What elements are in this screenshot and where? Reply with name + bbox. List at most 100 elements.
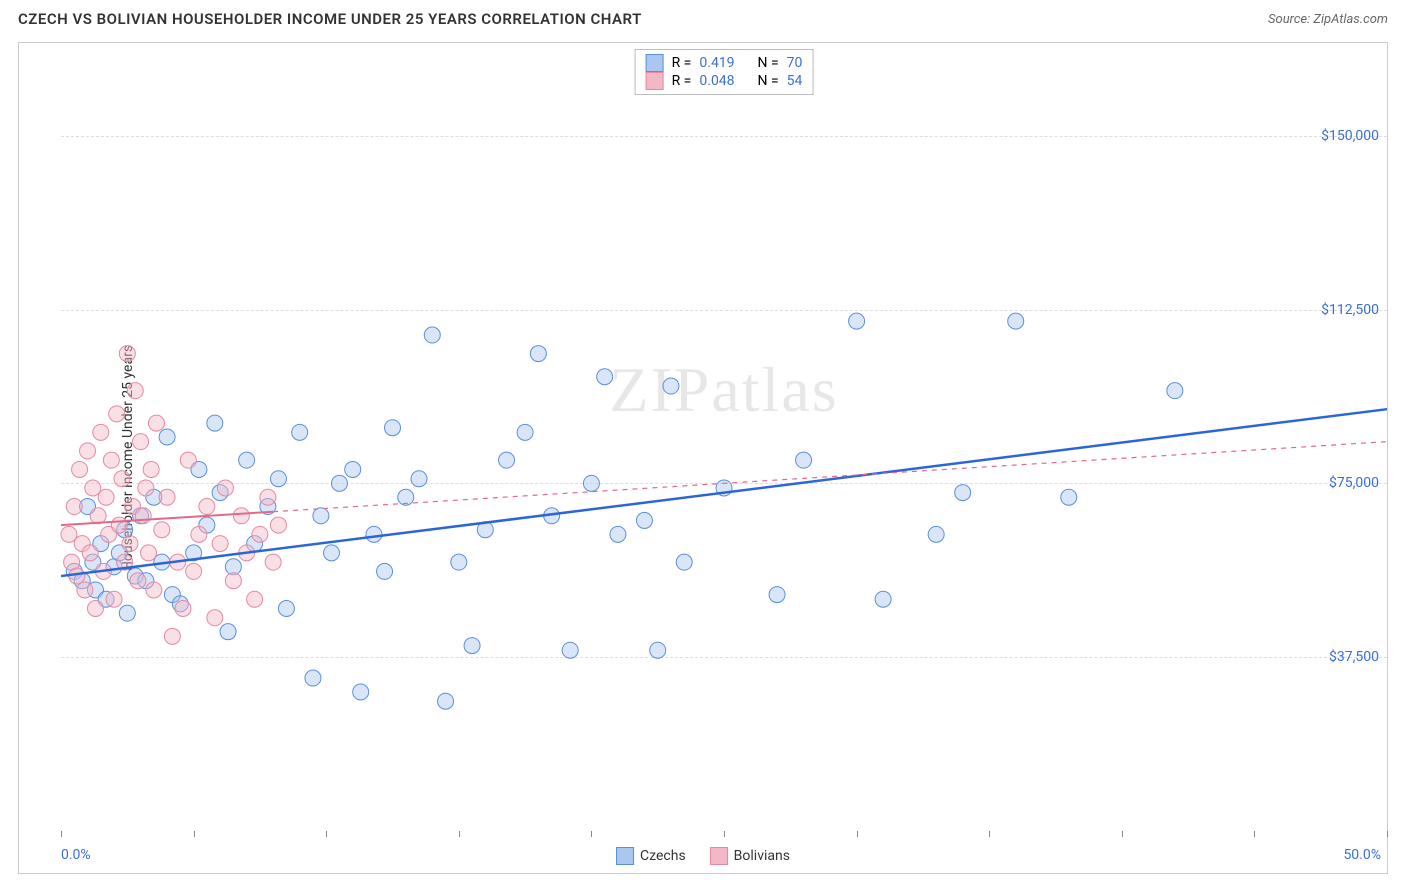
legend-r-label: R =	[672, 73, 692, 89]
data-point	[345, 461, 361, 477]
data-point	[77, 582, 93, 598]
data-point	[499, 452, 515, 468]
data-point	[207, 610, 223, 626]
x-tick	[1122, 831, 1123, 837]
data-point	[141, 545, 157, 561]
data-point	[87, 601, 103, 617]
data-point	[324, 545, 340, 561]
data-point	[133, 434, 149, 450]
data-point	[377, 563, 393, 579]
chart-title: CZECH VS BOLIVIAN HOUSEHOLDER INCOME UND…	[18, 10, 642, 28]
legend-r-value: 0.048	[699, 73, 734, 89]
legend-r-label: R =	[672, 55, 692, 71]
data-point	[164, 628, 180, 644]
data-point	[111, 517, 127, 533]
data-point	[305, 670, 321, 686]
data-point	[313, 508, 329, 524]
data-point	[1167, 383, 1183, 399]
data-point	[597, 369, 613, 385]
data-point	[270, 471, 286, 487]
data-point	[98, 489, 114, 505]
data-point	[159, 429, 175, 445]
data-point	[191, 526, 207, 542]
correlation-legend-row: R =0.048 N =54	[646, 72, 803, 90]
data-point	[1061, 489, 1077, 505]
data-point	[1008, 313, 1024, 329]
data-point	[292, 424, 308, 440]
data-point	[676, 554, 692, 570]
chart-container: Householder Income Under 25 years ZIPatl…	[18, 42, 1388, 874]
data-point	[66, 499, 82, 515]
trend-line	[61, 409, 1387, 576]
legend-swatch	[646, 72, 664, 90]
data-point	[80, 443, 96, 459]
data-point	[650, 642, 666, 658]
data-point	[119, 346, 135, 362]
data-point	[72, 461, 88, 477]
data-point	[122, 536, 138, 552]
data-point	[225, 573, 241, 589]
data-point	[114, 471, 130, 487]
series-legend-item: Bolivians	[710, 847, 790, 865]
x-tick	[857, 831, 858, 837]
x-tick	[724, 831, 725, 837]
data-point	[212, 536, 228, 552]
data-point	[252, 526, 268, 542]
data-point	[247, 591, 263, 607]
data-point	[610, 526, 626, 542]
data-point	[233, 508, 249, 524]
series-legend-label: Czechs	[640, 848, 686, 864]
x-tick	[1254, 831, 1255, 837]
series-legend-item: Czechs	[616, 847, 686, 865]
data-point	[583, 475, 599, 491]
data-point	[424, 327, 440, 343]
data-point	[109, 406, 125, 422]
data-point	[464, 638, 480, 654]
legend-swatch	[710, 847, 728, 865]
data-point	[207, 415, 223, 431]
data-point	[103, 452, 119, 468]
data-point	[199, 499, 215, 515]
data-point	[366, 526, 382, 542]
x-tick	[459, 831, 460, 837]
data-point	[106, 591, 122, 607]
data-point	[562, 642, 578, 658]
x-axis-label: 50.0%	[1343, 847, 1381, 863]
scatter-svg	[61, 43, 1387, 831]
data-point	[955, 485, 971, 501]
data-point	[93, 424, 109, 440]
trend-line-dashed	[273, 442, 1387, 512]
data-point	[451, 554, 467, 570]
data-point	[175, 601, 191, 617]
data-point	[875, 591, 891, 607]
data-point	[127, 383, 143, 399]
data-point	[438, 693, 454, 709]
legend-n-label: N =	[758, 55, 779, 71]
legend-r-value: 0.419	[699, 55, 734, 71]
data-point	[138, 480, 154, 496]
x-axis-label: 0.0%	[61, 847, 91, 863]
data-point	[159, 489, 175, 505]
legend-n-value: 54	[787, 73, 803, 89]
data-point	[119, 605, 135, 621]
data-point	[217, 480, 233, 496]
data-point	[385, 420, 401, 436]
data-point	[260, 489, 276, 505]
data-point	[135, 508, 151, 524]
plot-area: ZIPatlas $37,500$75,000$112,500$150,000 …	[61, 43, 1387, 831]
legend-swatch	[646, 54, 664, 72]
data-point	[82, 545, 98, 561]
data-point	[530, 346, 546, 362]
x-tick	[591, 831, 592, 837]
data-point	[411, 471, 427, 487]
data-point	[796, 452, 812, 468]
data-point	[270, 517, 286, 533]
data-point	[278, 601, 294, 617]
data-point	[663, 378, 679, 394]
data-point	[143, 461, 159, 477]
x-tick	[989, 831, 990, 837]
x-tick	[326, 831, 327, 837]
legend-n-value: 70	[787, 55, 803, 71]
correlation-legend: R =0.419 N =70R =0.048 N =54	[635, 49, 814, 95]
data-point	[146, 582, 162, 598]
